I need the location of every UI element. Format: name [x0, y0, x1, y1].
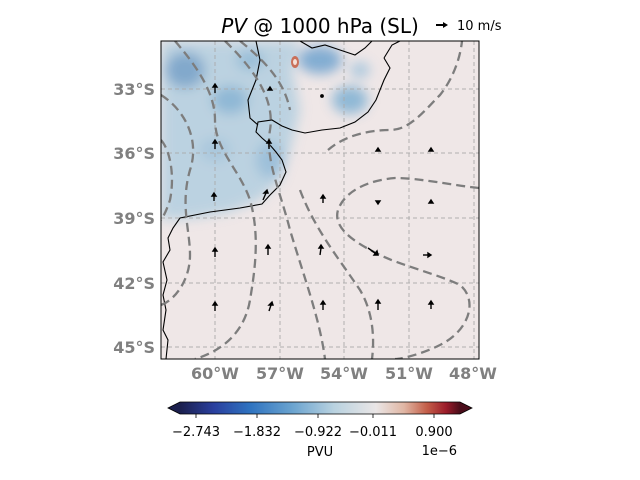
colorbar: −2.743 −1.832 −0.922 −0.011 0.900 PVU 1e…	[168, 402, 472, 460]
lon-tick-label: 51°W	[385, 364, 433, 383]
longitude-labels: 60°W 57°W 54°W 51°W 48°W	[191, 364, 497, 383]
colorbar-tick-label: −0.011	[349, 425, 397, 440]
lat-tick-label: 36°S	[113, 144, 155, 163]
lon-tick-label: 60°W	[191, 364, 239, 383]
map-panel	[161, 41, 479, 359]
colorbar-tick-label: −2.743	[172, 425, 220, 440]
lat-tick-label: 39°S	[113, 209, 155, 228]
colorbar-extend-high	[460, 402, 472, 414]
lon-tick-label: 54°W	[320, 364, 368, 383]
colorbar-exponent: 1e−6	[422, 444, 457, 459]
colorbar-tick-label: −1.832	[233, 425, 281, 440]
quiver-key-label: 10 m/s	[457, 19, 502, 34]
latitude-labels: 33°S 36°S 39°S 42°S 45°S	[113, 80, 155, 357]
lat-tick-label: 33°S	[113, 80, 155, 99]
lon-tick-label: 48°W	[449, 364, 497, 383]
lat-tick-label: 42°S	[113, 274, 155, 293]
colorbar-label: PVU	[307, 445, 333, 460]
lat-tick-label: 45°S	[113, 338, 155, 357]
map-title: PV @ 1000 hPa (SL)	[221, 14, 419, 38]
lon-tick-label: 57°W	[256, 364, 304, 383]
colorbar-tick-label: 0.900	[415, 425, 452, 440]
colorbar-tick-label: −0.922	[294, 425, 342, 440]
colorbar-extend-low	[168, 402, 180, 414]
colorbar-gradient	[180, 402, 460, 414]
quiver-key: 10 m/s	[436, 19, 502, 34]
